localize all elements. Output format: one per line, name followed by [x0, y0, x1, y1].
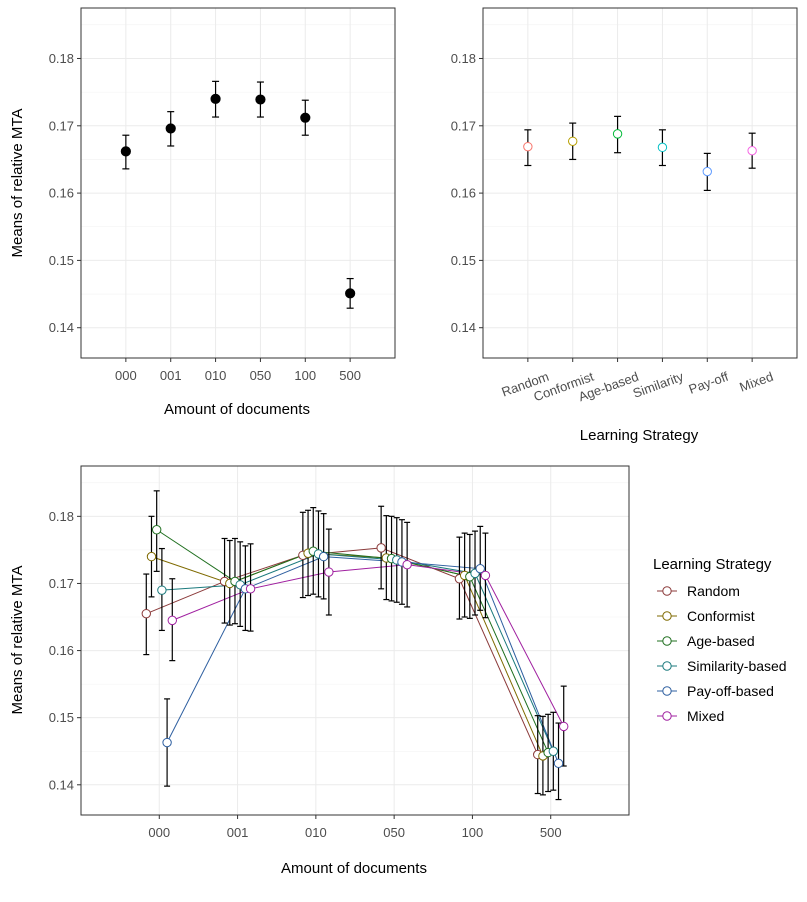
legend-key-point: [662, 686, 672, 696]
chart-c-y-tick-label: 0.14: [49, 777, 74, 792]
chart-b-point: [747, 145, 757, 156]
chart-a-x-tick-label: 100: [294, 368, 316, 383]
chart-b-point: [568, 136, 578, 146]
chart-b-point: [523, 141, 533, 152]
chart-a-x-tick-label: 010: [205, 368, 227, 383]
chart-c-y-tick-label: 0.16: [49, 643, 74, 658]
chart-c-point: [548, 746, 559, 756]
chart-a-point: [345, 288, 356, 299]
legend-item: Mixed: [657, 708, 724, 724]
legend-item: Random: [657, 583, 740, 599]
legend: Learning Strategy Random Conformist Age-ba…: [653, 556, 787, 724]
chart-c-point: [559, 721, 569, 732]
chart-b-panel-border: [482, 7, 798, 359]
legend-label: Similarity-based: [687, 658, 787, 674]
chart-a-x-tick-label: 001: [160, 368, 182, 383]
chart-c-point: [402, 559, 412, 570]
chart-c-y-tick-label: 0.17: [49, 576, 74, 591]
chart-a-point: [120, 146, 131, 157]
chart-b-xlabel: Learning Strategy: [580, 427, 699, 444]
chart-c-point: [157, 585, 167, 595]
chart-c-point: [162, 737, 172, 748]
legend-item: Conformist: [657, 608, 755, 624]
chart-a-grid: [81, 8, 395, 358]
chart-c-x-tick-label: 001: [227, 825, 249, 840]
legend-label: Mixed: [687, 708, 724, 724]
chart-c-point: [475, 563, 485, 574]
chart-a-panel-border: [80, 7, 396, 359]
chart-c-point: [151, 525, 162, 535]
chart-c-x-tick-label: 000: [148, 825, 170, 840]
legend-label: Age-based: [687, 633, 755, 649]
chart-c-ylabel: Means of relative MTA: [9, 566, 26, 715]
chart-c-point: [245, 584, 256, 594]
chart-a-x-tick-label: 050: [250, 368, 272, 383]
chart-b-y-tick-label: 0.17: [451, 118, 476, 133]
legend-item: Similarity-based: [657, 658, 787, 674]
legend-key-point: [662, 661, 672, 671]
chart-a-x-tick-label: 500: [339, 368, 361, 383]
legend-key-point: [662, 636, 672, 646]
legend-key-point: [662, 711, 672, 721]
legend-key-point: [662, 611, 672, 621]
chart-c-x-tick-label: 500: [540, 825, 562, 840]
chart-b-grid: [483, 8, 797, 358]
chart-a-y-tick-label: 0.14: [49, 320, 74, 335]
chart-a-point: [210, 93, 221, 104]
chart-a-point: [165, 123, 176, 134]
chart-b-y-tick-label: 0.16: [451, 186, 476, 201]
legend-item: Age-based: [657, 633, 755, 649]
chart-c-x-tick-label: 100: [462, 825, 484, 840]
chart-b-y-tick-label: 0.18: [451, 51, 476, 66]
chart-c-series-line: [151, 552, 544, 757]
chart-a-xlabel: Amount of documents: [164, 401, 310, 418]
legend-title: Learning Strategy: [653, 556, 772, 573]
chart-c-panel-border: [80, 465, 630, 816]
chart-a-point: [255, 94, 266, 105]
chart-b-y-tick-label: 0.14: [451, 320, 476, 335]
chart-c-point: [480, 570, 491, 581]
legend-label: Conformist: [687, 608, 755, 624]
chart-b-y-tick-label: 0.15: [451, 253, 476, 268]
chart-c-xlabel: Amount of documents: [281, 860, 427, 877]
chart-c-y-tick-label: 0.15: [49, 710, 74, 725]
chart-c-x-tick-label: 050: [383, 825, 405, 840]
chart-a-x-tick-label: 000: [115, 368, 137, 383]
legend-item: Pay-off-based: [657, 683, 774, 699]
chart-c-series-line: [166, 556, 559, 764]
chart-a-y-tick-label: 0.16: [49, 186, 74, 201]
chart-c-series-line: [156, 529, 549, 753]
chart-interaction: Means of relative MTA Amount of document…: [9, 465, 630, 877]
chart-c-series-line: [172, 564, 565, 727]
chart-c-point: [376, 543, 386, 553]
chart-c-x-tick-label: 010: [305, 825, 327, 840]
chart-c-point: [141, 608, 151, 619]
chart-a-point: [300, 112, 311, 123]
chart-c-point: [324, 567, 334, 577]
chart-b-point: [612, 129, 623, 139]
chart-c-point: [553, 758, 564, 769]
chart-c-point: [318, 551, 329, 562]
legend-label: Pay-off-based: [687, 683, 774, 699]
chart-b-point: [657, 142, 668, 153]
chart-c-point: [146, 551, 157, 562]
chart-b-panel-background: [483, 8, 797, 358]
chart-a-y-tick-label: 0.15: [49, 253, 74, 268]
chart-c-point: [167, 615, 177, 626]
chart-a-panel-background: [81, 8, 395, 358]
chart-a-y-tick-label: 0.18: [49, 51, 74, 66]
chart-a-ylabel: Means of relative MTA: [9, 109, 26, 258]
chart-c-y-tick-label: 0.18: [49, 509, 74, 524]
chart-b-point: [702, 166, 712, 177]
legend-key-point: [662, 586, 672, 596]
legend-label: Random: [687, 583, 740, 599]
chart-c-panel-background: [81, 466, 629, 815]
chart-documents-effect: Means of relative MTA Amount of document…: [9, 7, 396, 418]
chart-a-y-tick-label: 0.17: [49, 118, 74, 133]
